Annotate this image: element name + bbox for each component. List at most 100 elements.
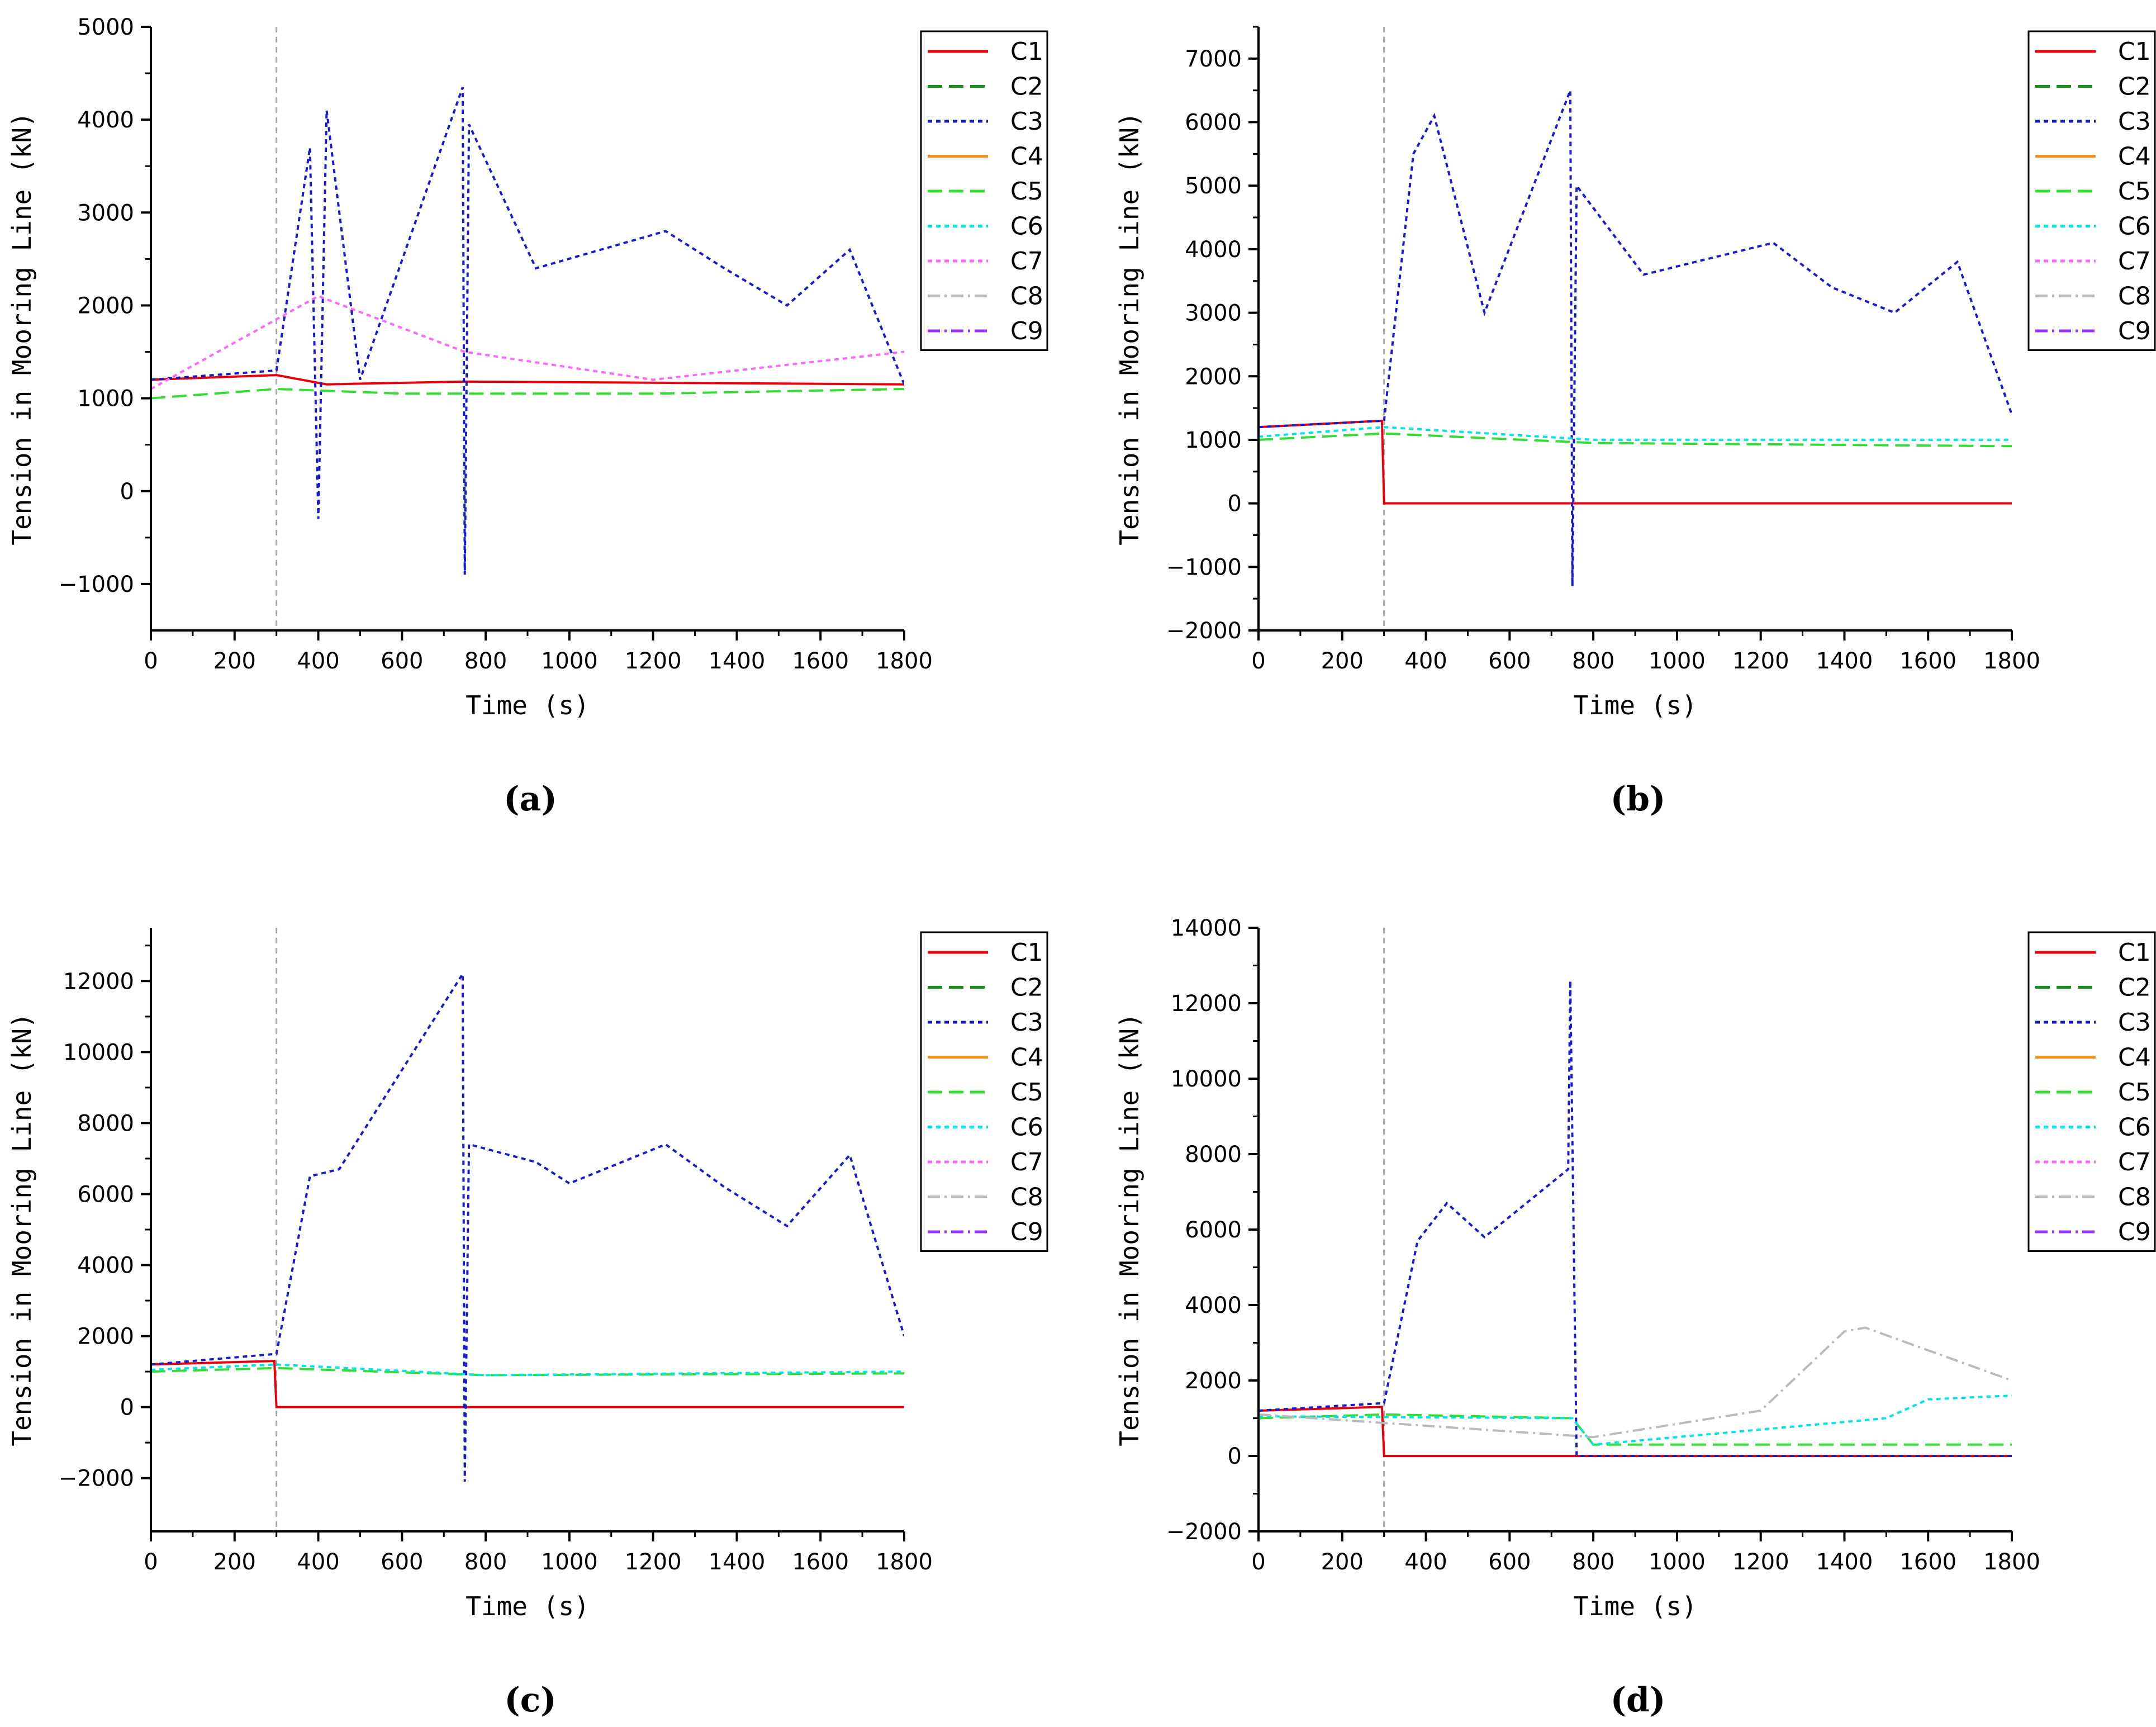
- x-tick-label: 1200: [625, 648, 682, 674]
- y-tick-label: 4000: [1185, 237, 1242, 263]
- y-tick-label: 2000: [1185, 1368, 1242, 1394]
- legend-label-c4: C4: [2118, 1043, 2151, 1072]
- x-tick-label: 400: [1404, 1549, 1447, 1575]
- x-axis-label: Time (s): [466, 690, 590, 720]
- y-tick-label: 5000: [77, 15, 134, 40]
- panel-caption: (c): [504, 1681, 556, 1720]
- x-tick-label: 1200: [1732, 1549, 1789, 1575]
- series-line-c8: [1259, 1326, 2012, 1439]
- legend-label-c7: C7: [2118, 1148, 2151, 1176]
- y-tick-label: 6000: [1185, 110, 1242, 136]
- legend: C1 C2 C3 C4 C5 C6 C7 C8 C9: [2027, 30, 2156, 351]
- y-tick-label: 8000: [1185, 1142, 1242, 1168]
- x-tick-label: 0: [144, 648, 158, 674]
- x-tick-label: 1800: [876, 1549, 933, 1575]
- legend-label-c3: C3: [1010, 1008, 1043, 1037]
- y-tick-label: 0: [120, 479, 134, 505]
- y-tick-label: 10000: [1171, 1066, 1242, 1092]
- y-tick-label: 2000: [77, 1324, 134, 1350]
- series-line-c3: [1259, 980, 2012, 1457]
- legend-label-c4: C4: [1010, 143, 1043, 171]
- x-tick-label: 1600: [792, 648, 849, 674]
- x-tick-label: 1800: [876, 648, 933, 674]
- x-axis-label: Time (s): [466, 1591, 590, 1621]
- legend-label-c4: C4: [2118, 143, 2151, 171]
- series-line-c5: [1259, 432, 2012, 448]
- x-tick-label: 600: [381, 648, 423, 674]
- x-tick-label: 0: [1251, 1549, 1265, 1575]
- x-tick-label: 1600: [1899, 648, 1956, 674]
- legend-label-c8: C8: [1010, 282, 1043, 311]
- y-tick-label: 0: [1228, 491, 1242, 517]
- x-tick-label: 800: [1572, 648, 1614, 674]
- legend-label-c5: C5: [2118, 1078, 2151, 1107]
- x-tick-label: 0: [144, 1549, 158, 1575]
- legend-label-c3: C3: [1010, 107, 1043, 136]
- legend: C1 C2 C3 C4 C5 C6 C7 C8 C9: [920, 931, 1048, 1252]
- y-tick-label: 0: [120, 1395, 134, 1421]
- series-group: [151, 27, 904, 630]
- x-tick-label: 600: [1488, 1549, 1531, 1575]
- series-group: [151, 928, 904, 1531]
- y-tick-label: −2000: [1166, 618, 1242, 644]
- series-line-c1: [151, 374, 904, 386]
- y-tick-label: 6000: [1185, 1217, 1242, 1243]
- legend-label-c8: C8: [2118, 282, 2151, 311]
- legend-label-c2: C2: [2118, 73, 2151, 101]
- y-tick-label: 6000: [77, 1182, 134, 1207]
- x-tick-label: 800: [1572, 1549, 1614, 1575]
- legend-label-c2: C2: [1010, 73, 1043, 101]
- x-tick-label: 800: [464, 1549, 507, 1575]
- y-tick-label: 5000: [1185, 173, 1242, 199]
- y-axis-label: Tension in Mooring Line (kN): [1114, 1013, 1145, 1446]
- y-tick-label: 1000: [1185, 428, 1242, 453]
- series-line-c3: [151, 970, 904, 1482]
- legend-label-c9: C9: [1010, 317, 1043, 345]
- y-tick-label: 12000: [63, 969, 134, 994]
- x-tick-label: 1600: [1899, 1549, 1956, 1575]
- legend: C1 C2 C3 C4 C5 C6 C7 C8 C9: [2027, 931, 2156, 1252]
- series-group: [1259, 27, 2012, 630]
- panel-caption: (b): [1611, 780, 1666, 819]
- x-tick-label: 1400: [709, 648, 766, 674]
- legend-label-c6: C6: [2118, 1113, 2151, 1142]
- y-tick-label: −2000: [59, 1466, 134, 1492]
- series-line-c6: [151, 1363, 904, 1377]
- x-tick-label: 1200: [625, 1549, 682, 1575]
- y-tick-label: 7000: [1185, 46, 1242, 72]
- x-tick-label: 400: [297, 648, 339, 674]
- x-tick-label: 1000: [1649, 648, 1706, 674]
- legend-label-c7: C7: [1010, 247, 1043, 276]
- y-axis-label: Tension in Mooring Line (kN): [7, 112, 37, 545]
- legend-label-c1: C1: [1010, 938, 1043, 967]
- x-tick-label: 1400: [1816, 648, 1873, 674]
- panel-caption: (d): [1611, 1681, 1666, 1720]
- plot-area: [151, 27, 904, 630]
- x-tick-label: 200: [213, 1549, 256, 1575]
- y-tick-label: −1000: [59, 572, 134, 597]
- x-tick-label: 800: [464, 648, 507, 674]
- legend-label-c9: C9: [1010, 1218, 1043, 1246]
- y-tick-label: 3000: [1185, 301, 1242, 326]
- chart-panel-4: 0 200 400 600 800 1000 1200 1400 1600 1800 −2000 0 2…: [1114, 915, 2156, 1720]
- x-tick-label: 1000: [541, 648, 598, 674]
- x-tick-label: 200: [1321, 1549, 1364, 1575]
- y-tick-label: 3000: [77, 200, 134, 226]
- legend-label-c6: C6: [2118, 212, 2151, 241]
- y-tick-label: 1000: [77, 386, 134, 412]
- legend-label-c1: C1: [1010, 37, 1043, 66]
- legend-label-c4: C4: [1010, 1043, 1043, 1072]
- chart-panel-3: 0 200 400 600 800 1000 1200 1400 1600 1800 −2000 0 2…: [7, 928, 1048, 1720]
- y-tick-label: 12000: [1171, 991, 1242, 1017]
- y-tick-label: 4000: [77, 107, 134, 133]
- x-tick-label: 600: [1488, 648, 1531, 674]
- y-tick-label: −1000: [1166, 554, 1242, 580]
- x-tick-label: 600: [381, 1549, 423, 1575]
- series-line-c3: [1259, 89, 2012, 586]
- legend-label-c1: C1: [2118, 938, 2151, 967]
- chart-panel-1: 0 200 400 600 800 1000 1200 1400 1600 1800 −1000 0 1…: [7, 15, 1048, 819]
- panel-caption: (a): [504, 780, 557, 819]
- y-tick-label: 4000: [77, 1253, 134, 1279]
- series-line-c5: [151, 1367, 904, 1377]
- series-line-c3: [151, 87, 904, 575]
